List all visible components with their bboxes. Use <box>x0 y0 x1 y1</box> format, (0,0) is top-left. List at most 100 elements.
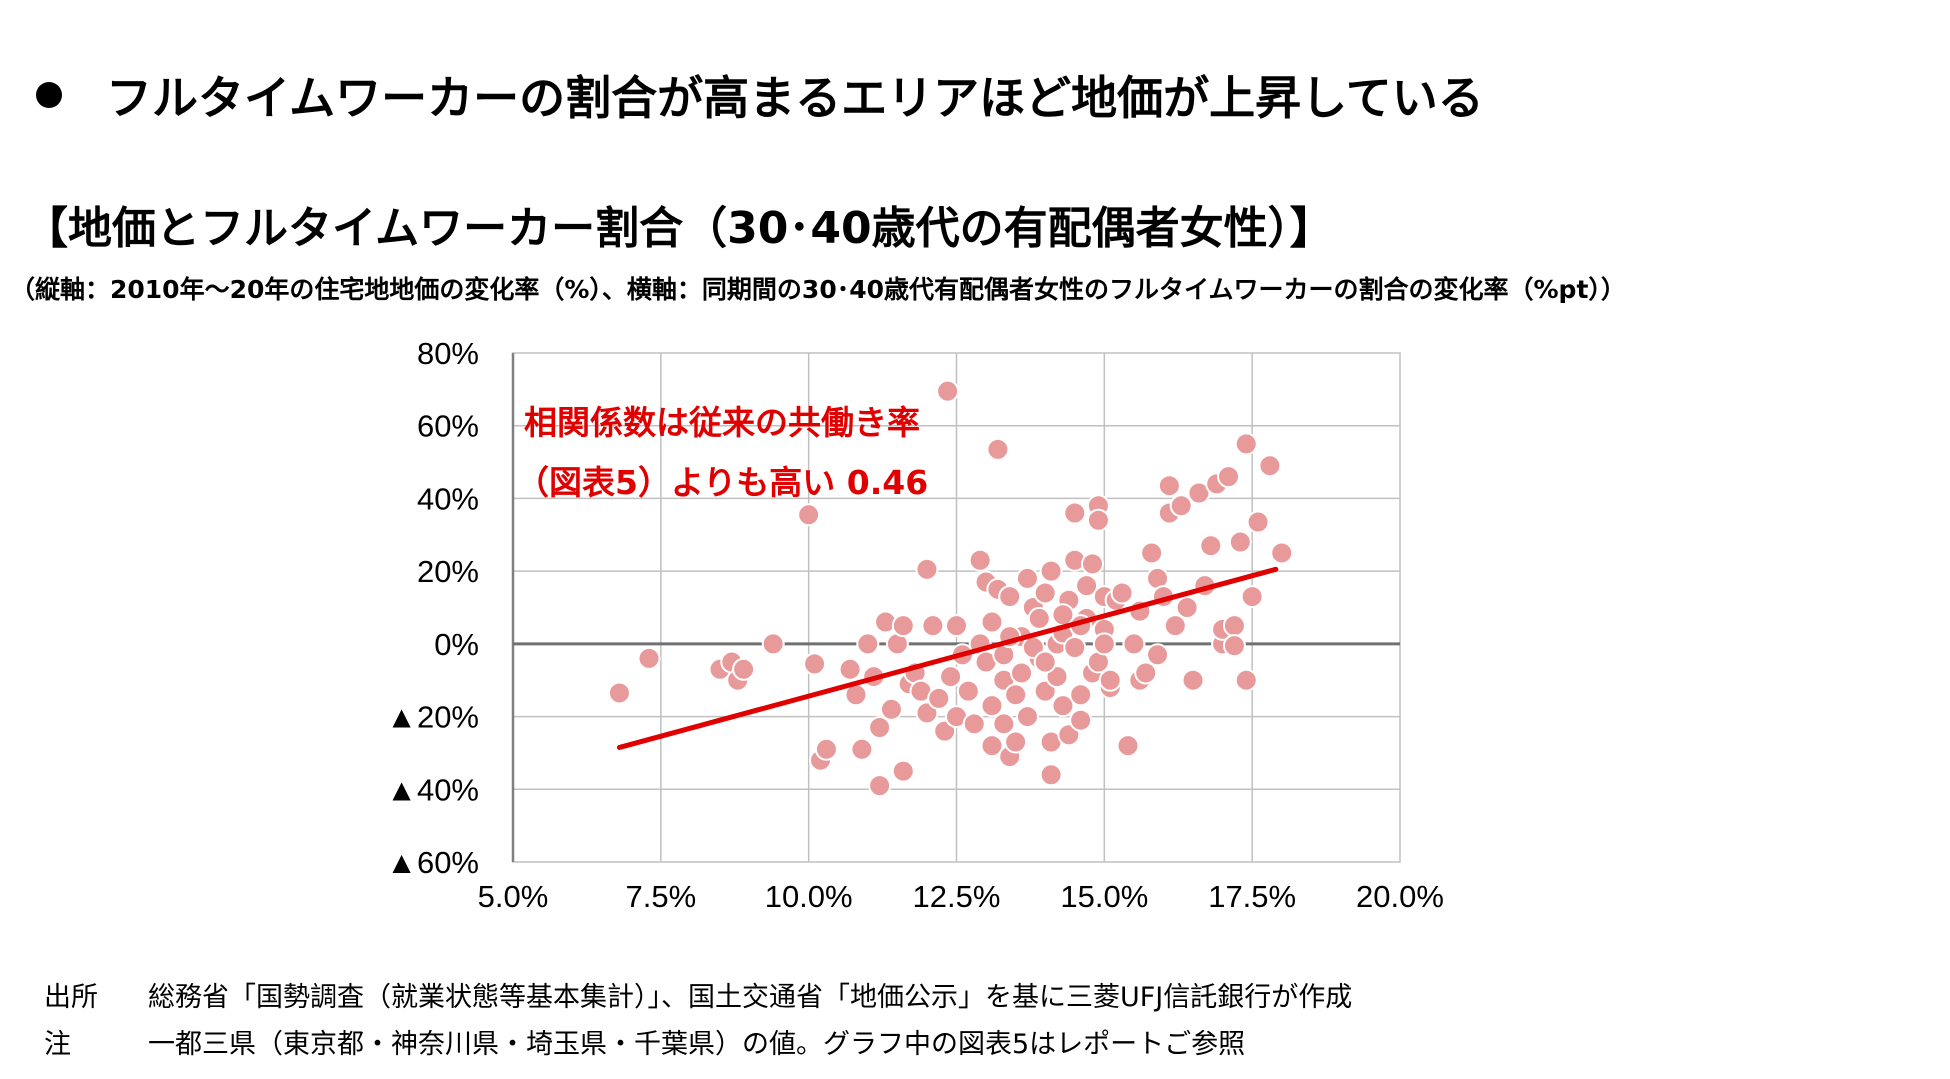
data-point <box>1015 566 1039 590</box>
data-point <box>856 632 880 656</box>
footnote-source: 出所 総務省「国勢調査（就業状態等基本集計）」、国土交通省「地価公示」を基に三菱… <box>44 974 1352 1021</box>
data-point <box>1122 632 1146 656</box>
y-tick-label: 80% <box>417 336 479 371</box>
headline-text: フルタイムワーカーの割合が高まるエリアほど地価が上昇している <box>106 71 1484 125</box>
x-tick-label: 7.5% <box>625 879 696 914</box>
data-point <box>1258 454 1282 478</box>
data-point <box>1063 635 1087 659</box>
data-point <box>1092 632 1116 656</box>
data-point <box>1010 661 1034 685</box>
data-point <box>1163 614 1187 638</box>
footnote-note-text: 一都三県（東京都・神奈川県・埼玉県・千葉県）の値。グラフ中の図表5はレポートご参… <box>148 1029 1246 1060</box>
y-tick-label: 0% <box>434 627 479 662</box>
data-point <box>1033 581 1057 605</box>
data-point <box>1098 668 1122 692</box>
footnote-note-label: 注 <box>44 1029 71 1060</box>
data-point <box>814 737 838 761</box>
data-point <box>980 610 1004 634</box>
data-point <box>1033 650 1057 674</box>
data-point <box>1175 596 1199 619</box>
data-point <box>1240 585 1264 609</box>
data-point <box>915 557 939 581</box>
data-point <box>1116 734 1140 758</box>
data-point <box>1246 510 1270 534</box>
x-tick-label: 10.0% <box>765 879 853 914</box>
data-point <box>868 715 892 739</box>
data-point <box>939 665 963 689</box>
data-point <box>1063 501 1087 525</box>
y-tick-label: 20% <box>417 554 479 589</box>
data-point <box>1015 705 1039 729</box>
data-point <box>921 614 945 638</box>
data-point <box>927 686 951 710</box>
data-point <box>1004 683 1028 707</box>
y-tick-label: 40% <box>417 481 479 516</box>
data-point <box>1187 481 1211 505</box>
footnotes: 出所 総務省「国勢調査（就業状態等基本集計）」、国土交通省「地価公示」を基に三菱… <box>44 974 1352 1068</box>
data-point <box>1169 494 1193 518</box>
x-tick-label: 17.5% <box>1208 879 1296 914</box>
data-point <box>1069 683 1093 707</box>
data-point <box>838 657 862 681</box>
data-point <box>1228 530 1252 554</box>
x-tick-label: 20.0% <box>1356 879 1444 914</box>
data-point <box>1081 552 1105 576</box>
data-point <box>1051 694 1075 718</box>
trend-line <box>616 566 1279 750</box>
bullet-icon <box>36 82 62 108</box>
data-point <box>1270 541 1294 565</box>
data-point <box>1146 643 1170 667</box>
y-tick-label: ▲20% <box>386 700 479 735</box>
data-point <box>850 737 874 761</box>
data-point <box>637 646 661 670</box>
y-tick-label: ▲60% <box>386 845 479 880</box>
data-point <box>980 694 1004 718</box>
data-point <box>1234 668 1258 692</box>
chart-subtitle: （縦軸：2010年～20年の住宅地地価の変化率（%）、横軸：同期間の30･40歳… <box>10 275 1626 304</box>
data-point <box>1222 634 1246 658</box>
data-point <box>1039 763 1063 787</box>
y-tick-label: ▲40% <box>386 772 479 807</box>
data-point <box>1075 574 1099 598</box>
data-point <box>1157 474 1181 498</box>
x-tick-label: 12.5% <box>913 879 1001 914</box>
data-point <box>956 679 980 703</box>
data-point <box>1217 465 1241 489</box>
data-point <box>607 681 631 705</box>
data-point <box>1086 508 1110 532</box>
correlation-annotation-line2: （図表5）よりも高い 0.46 <box>516 463 928 502</box>
data-point <box>968 548 992 572</box>
x-tick-label: 5.0% <box>478 879 549 914</box>
footnote-source-text: 総務省「国勢調査（就業状態等基本集計）」、国土交通省「地価公示」を基に三菱UFJ… <box>148 982 1353 1013</box>
data-point <box>1234 432 1258 456</box>
data-point <box>986 437 1010 461</box>
data-point <box>980 734 1004 758</box>
data-point <box>1199 534 1223 558</box>
data-point <box>803 652 827 676</box>
data-point <box>1134 661 1158 685</box>
footnote-note: 注 一都三県（東京都・神奈川県・埼玉県・千葉県）の値。グラフ中の図表5はレポート… <box>44 1021 1352 1068</box>
data-point <box>1110 581 1134 605</box>
data-point <box>1181 668 1205 692</box>
data-point <box>761 632 785 656</box>
data-point <box>1027 606 1051 630</box>
data-point <box>945 614 968 638</box>
footnote-source-label: 出所 <box>44 982 98 1013</box>
data-point <box>962 712 986 736</box>
data-point <box>1140 541 1164 565</box>
data-point <box>1039 559 1063 583</box>
data-point <box>732 657 756 681</box>
data-point <box>1004 730 1028 754</box>
data-point <box>1222 614 1246 638</box>
data-point <box>1069 708 1093 732</box>
data-point <box>879 697 903 721</box>
data-point <box>992 712 1016 736</box>
data-point <box>891 759 915 783</box>
correlation-annotation-line1: 相関係数は従来の共働き率 <box>524 403 920 442</box>
x-tick-label: 15.0% <box>1060 879 1148 914</box>
data-point <box>797 503 821 527</box>
headline: フルタイムワーカーの割合が高まるエリアほど地価が上昇している <box>28 62 1484 128</box>
data-point <box>936 379 960 403</box>
chart-title: 【地価とフルタイムワーカー割合（30･40歳代の有配偶者女性）】 <box>24 203 1334 254</box>
scatter-chart: 80% 60% 40% 20% 0% ▲20% ▲40% ▲60%5.0% 7.5% 10.0% 1… <box>386 336 1444 914</box>
